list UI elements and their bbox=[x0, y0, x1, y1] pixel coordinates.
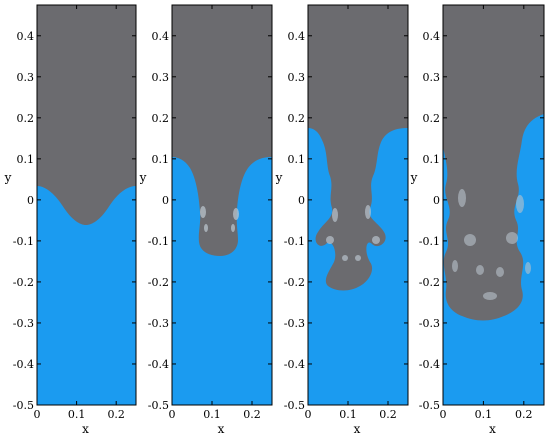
y-tick-label: -0.1 bbox=[284, 235, 305, 248]
y-tick-label: -0.2 bbox=[148, 276, 169, 289]
y-tick-label: 0.4 bbox=[423, 30, 441, 43]
y-tick-label: 0.1 bbox=[17, 153, 35, 166]
y-tick-label: -0.4 bbox=[419, 358, 440, 371]
y-tick-label: -0.5 bbox=[284, 399, 305, 412]
y-tick-label: 0.2 bbox=[288, 112, 306, 125]
y-tick-label: -0.5 bbox=[148, 399, 169, 412]
axes-layer: 0.40.30.20.10-0.1-0.2-0.3-0.4-0.50 0.1 0.2… bbox=[4, 4, 545, 436]
x-tick-label: 0.1 bbox=[68, 408, 86, 421]
y-tick-label: 0.1 bbox=[423, 153, 441, 166]
x-axis-label: x bbox=[354, 422, 361, 436]
y-tick-label: 0.4 bbox=[17, 30, 35, 43]
mixing-streaks bbox=[200, 206, 239, 232]
y-tick-label: -0.1 bbox=[13, 235, 34, 248]
y-tick-label: -0.2 bbox=[284, 276, 305, 289]
y-tick-label: 0.3 bbox=[17, 71, 35, 84]
x-tick-label: 0 bbox=[305, 408, 312, 421]
y-tick-label: -0.3 bbox=[13, 317, 34, 330]
x-tick-label: 0.2 bbox=[243, 408, 261, 421]
x-tick-label: 0.1 bbox=[203, 408, 221, 421]
panel-1 bbox=[37, 5, 136, 405]
y-tick-label: 0 bbox=[298, 194, 305, 207]
x-tick-label: 0.2 bbox=[379, 408, 397, 421]
y-tick-label: -0.3 bbox=[284, 317, 305, 330]
y-tick-label: 0.2 bbox=[17, 112, 35, 125]
y-tick-label: -0.5 bbox=[13, 399, 34, 412]
y-tick-label: -0.3 bbox=[148, 317, 169, 330]
y-tick-label: 0.1 bbox=[288, 153, 306, 166]
y-axis-label: y bbox=[410, 170, 418, 184]
panel-frame bbox=[442, 4, 545, 406]
y-tick-label: 0.2 bbox=[423, 112, 441, 125]
y-tick-label: 0.2 bbox=[152, 112, 170, 125]
x-tick-label: 0.2 bbox=[515, 408, 533, 421]
y-tick-label: 0.1 bbox=[152, 153, 170, 166]
y-tick-label: -0.4 bbox=[284, 358, 305, 371]
y-tick-label: 0.4 bbox=[152, 30, 170, 43]
panel-2 bbox=[172, 5, 272, 405]
x-axis-label: x bbox=[82, 422, 89, 436]
x-tick-label: 0 bbox=[440, 408, 447, 421]
x-tick-label: 0.1 bbox=[475, 408, 493, 421]
y-tick-label: -0.4 bbox=[13, 358, 34, 371]
x-tick-label: 0 bbox=[34, 408, 41, 421]
mixing-streaks bbox=[452, 189, 531, 300]
y-tick-label: -0.1 bbox=[419, 235, 440, 248]
y-tick-label: 0.4 bbox=[288, 30, 306, 43]
y-tick-label: 0.3 bbox=[288, 71, 306, 84]
y-tick-label: -0.3 bbox=[419, 317, 440, 330]
y-tick-label: -0.5 bbox=[419, 399, 440, 412]
x-tick-label: 0.1 bbox=[339, 408, 357, 421]
x-tick-label: 0 bbox=[169, 408, 176, 421]
y-tick-label: -0.2 bbox=[13, 276, 34, 289]
y-tick-label: -0.4 bbox=[148, 358, 169, 371]
mixing-streaks bbox=[326, 205, 380, 261]
panel-frame bbox=[36, 4, 137, 406]
y-tick-label: 0 bbox=[162, 194, 169, 207]
panel-frame bbox=[171, 4, 273, 406]
panel-4 bbox=[443, 5, 544, 405]
y-tick-label: 0.3 bbox=[152, 71, 170, 84]
x-axis-label: x bbox=[489, 422, 496, 436]
x-tick-label: 0.2 bbox=[107, 408, 125, 421]
y-tick-label: 0 bbox=[433, 194, 440, 207]
y-axis-label: y bbox=[139, 170, 147, 184]
y-tick-label: -0.2 bbox=[419, 276, 440, 289]
y-tick-label: 0 bbox=[27, 194, 34, 207]
y-axis-label: y bbox=[4, 170, 12, 184]
y-tick-label: -0.1 bbox=[148, 235, 169, 248]
panel-3 bbox=[308, 5, 408, 405]
heavy-fluid-region bbox=[37, 5, 136, 225]
heavy-fluid-region bbox=[172, 5, 272, 256]
panel-frame bbox=[307, 4, 409, 406]
y-tick-label: 0.3 bbox=[423, 71, 441, 84]
x-axis-label: x bbox=[218, 422, 225, 436]
y-axis-label: y bbox=[275, 170, 283, 184]
